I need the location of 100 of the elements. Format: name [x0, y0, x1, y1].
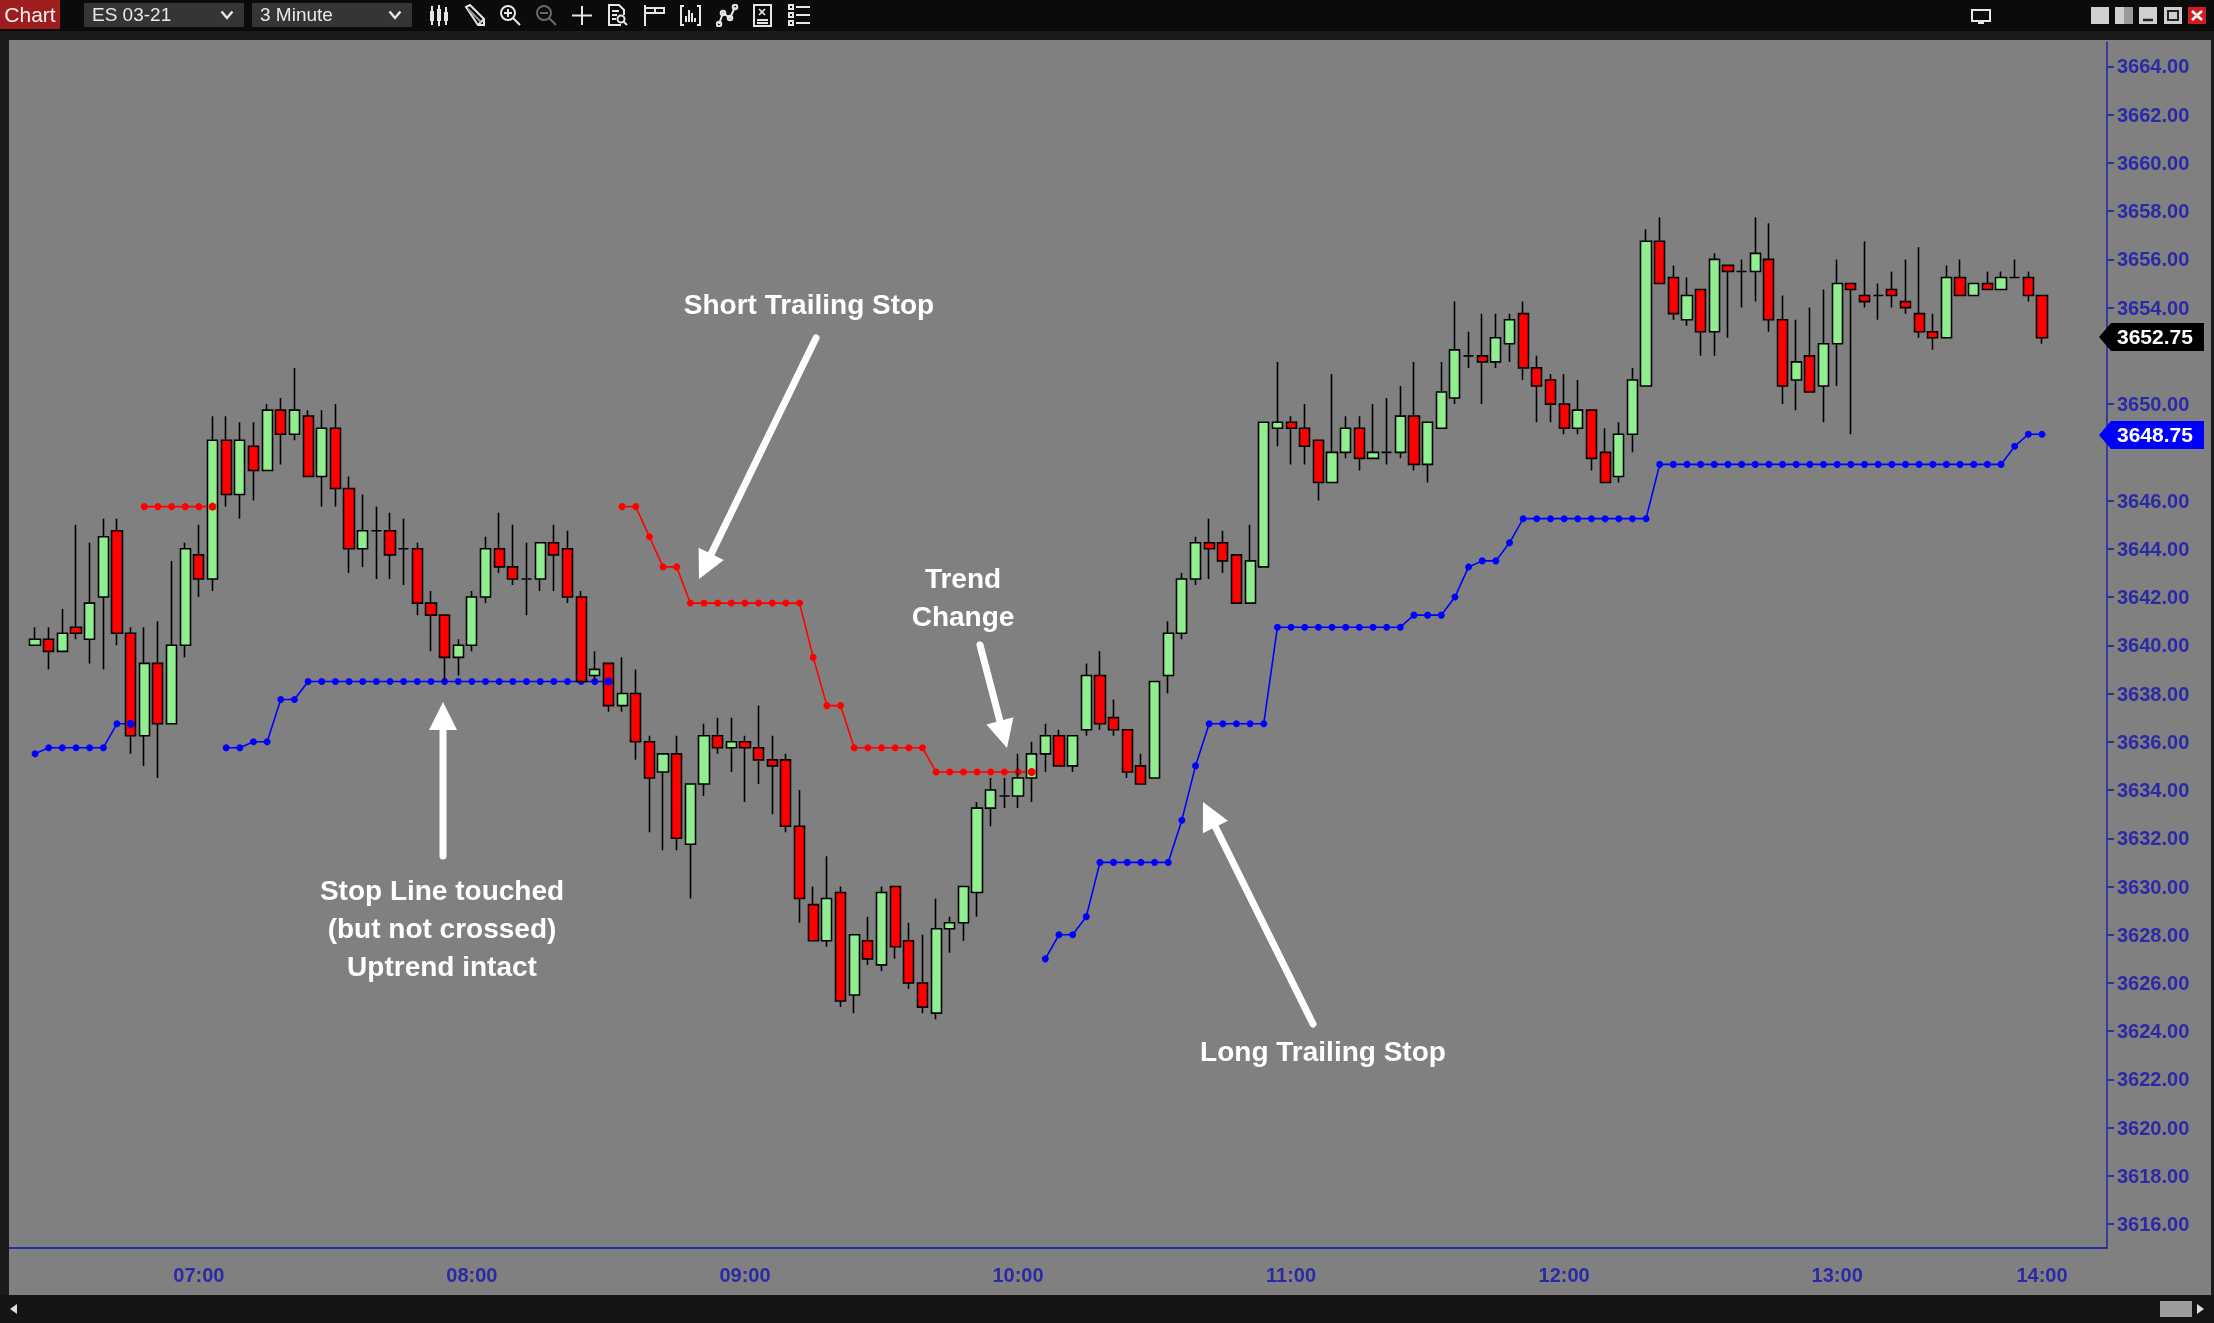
x-tick-label: 12:00	[1538, 1264, 1590, 1287]
candlestick	[1872, 282, 1885, 321]
x-tick-label: 09:00	[719, 1264, 771, 1287]
point	[168, 503, 176, 511]
y-tick-label: 3646.00	[2117, 489, 2190, 512]
point	[1027, 767, 1036, 776]
candlestick	[1790, 318, 1803, 411]
y-tick-label: 3640.00	[2117, 634, 2190, 657]
candlestick	[97, 517, 110, 671]
candlestick	[779, 753, 792, 834]
point	[823, 702, 831, 710]
candlestick	[684, 783, 697, 900]
candlestick	[1216, 529, 1229, 574]
candlestick	[192, 523, 205, 598]
point	[1000, 768, 1008, 776]
x-tick-label: 07:00	[173, 1264, 225, 1287]
y-tick-label: 3638.00	[2117, 682, 2190, 705]
candlestick	[984, 777, 997, 827]
candlestick	[1831, 258, 1844, 387]
y-tick-label: 3628.00	[2117, 923, 2190, 946]
candlestick	[1353, 415, 1366, 472]
candlestick	[42, 626, 55, 671]
candlestick	[2035, 294, 2049, 345]
candlestick	[1639, 228, 1653, 387]
point	[809, 653, 817, 661]
x-tick-label: 10:00	[992, 1264, 1044, 1287]
candlestick	[1762, 222, 1775, 333]
candlestick	[1544, 373, 1557, 423]
candlestick	[1817, 288, 1830, 423]
x-tick-label: 11:00	[1266, 1264, 1317, 1287]
candlestick	[1448, 300, 1461, 405]
annotation: Long Trailing Stop	[1200, 1035, 1446, 1069]
candlestick	[151, 620, 164, 779]
candlestick	[1585, 409, 1598, 472]
candlestick	[493, 511, 506, 574]
candlestick	[916, 933, 929, 1014]
candlestick	[1599, 427, 1612, 484]
candlestick	[165, 560, 178, 725]
candlestick	[1708, 252, 1721, 357]
candlestick	[588, 650, 601, 683]
candlestick	[1858, 240, 1871, 309]
candlestick	[356, 493, 369, 568]
candlestick	[233, 421, 246, 520]
y-tick-label: 3654.00	[2117, 296, 2190, 319]
candlestick	[1667, 264, 1680, 321]
point	[686, 599, 694, 607]
candlestick	[1749, 216, 1762, 303]
candlestick	[1175, 572, 1188, 641]
candlestick	[1407, 361, 1421, 472]
point	[645, 533, 653, 541]
point	[959, 768, 967, 776]
y-tick-label: 3642.00	[2117, 586, 2190, 609]
point	[850, 744, 858, 752]
candlestick	[274, 397, 287, 466]
candlestick	[1107, 698, 1120, 737]
candlestick	[329, 403, 342, 508]
candlestick	[1134, 753, 1147, 785]
candlestick	[1285, 415, 1298, 466]
candlestick	[220, 415, 233, 508]
chart-title: ES 03-21	[84, 3, 244, 27]
candlestick	[1517, 300, 1530, 381]
candlestick	[1694, 288, 1707, 357]
point	[714, 599, 722, 607]
candlestick	[1994, 270, 2008, 291]
candlestick	[56, 608, 69, 653]
candlestick	[807, 885, 820, 942]
candlestick	[1080, 662, 1093, 737]
candlestick	[1052, 728, 1066, 767]
point	[946, 768, 954, 776]
candlestick	[998, 777, 1011, 809]
y-tick-label: 3618.00	[2117, 1164, 2190, 1187]
candlestick	[861, 915, 874, 966]
point	[837, 702, 845, 710]
chart-subtitle: 3 Minute	[252, 3, 412, 27]
candlestick	[970, 801, 984, 918]
y-tick-label: 3644.00	[2117, 537, 2190, 560]
x-tick-label: 08:00	[446, 1264, 498, 1287]
candlestick	[930, 897, 943, 1020]
text: Chart	[0, 0, 60, 29]
candlestick	[1189, 535, 1202, 586]
candlestick	[1093, 650, 1107, 731]
candlestick	[1803, 306, 1816, 393]
candlestick	[1612, 421, 1625, 484]
candlestick	[561, 529, 574, 604]
candlestick	[261, 403, 274, 472]
candlestick	[1394, 385, 1407, 460]
candlestick	[697, 722, 711, 797]
y-tick-label: 3622.00	[2117, 1068, 2190, 1091]
candlestick	[1981, 270, 1994, 291]
candlestick	[902, 921, 915, 990]
candlestick	[69, 523, 83, 641]
candlestick	[1244, 523, 1257, 604]
point	[673, 563, 681, 571]
candlestick	[889, 885, 902, 960]
candlestick	[247, 421, 260, 502]
candlestick	[2008, 258, 2021, 279]
candlestick	[793, 789, 806, 924]
candlestick	[1148, 680, 1161, 779]
y-tick-label: 3616.00	[2117, 1213, 2190, 1236]
point	[618, 503, 626, 511]
